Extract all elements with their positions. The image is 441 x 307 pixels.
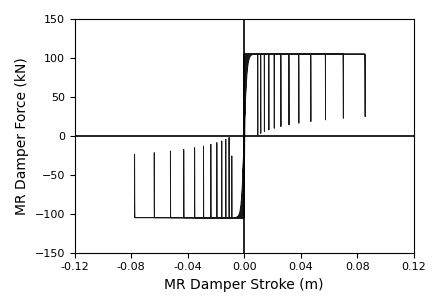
Y-axis label: MR Damper Force (kN): MR Damper Force (kN) (15, 57, 29, 215)
X-axis label: MR Damper Stroke (m): MR Damper Stroke (m) (164, 278, 324, 292)
